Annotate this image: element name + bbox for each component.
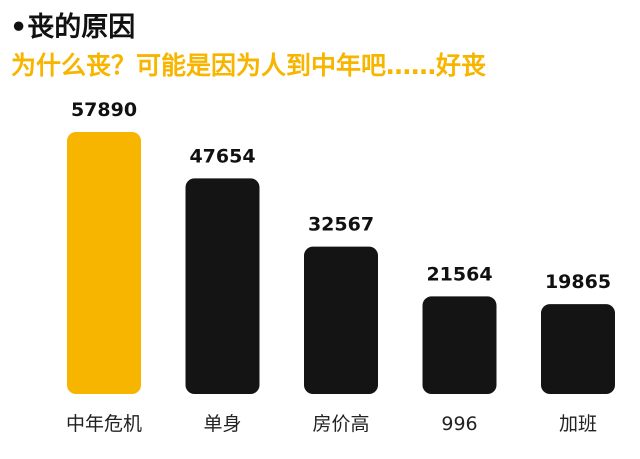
bar-value-label-3: 21564 xyxy=(426,263,492,285)
category-label-0: 中年危机 xyxy=(66,413,142,435)
bar-value-label-4: 19865 xyxy=(545,271,611,293)
bar-value-label-1: 47654 xyxy=(189,145,255,167)
bar-3 xyxy=(422,296,497,394)
category-label-2: 房价高 xyxy=(312,413,369,435)
chart-title: •丧的原因 xyxy=(10,12,136,43)
chart-subtitle: 为什么丧？可能是因为人到中年吧……好丧 xyxy=(11,51,487,80)
category-label-3: 996 xyxy=(441,413,477,435)
bar-0 xyxy=(67,132,141,394)
bar-value-label-0: 57890 xyxy=(71,99,137,121)
bar-value-label-2: 32567 xyxy=(308,214,374,236)
category-label-4: 加班 xyxy=(559,413,597,435)
bar-4 xyxy=(541,304,615,394)
bar-1 xyxy=(185,178,260,394)
category-label-1: 单身 xyxy=(203,413,241,435)
bar-2 xyxy=(304,246,378,394)
